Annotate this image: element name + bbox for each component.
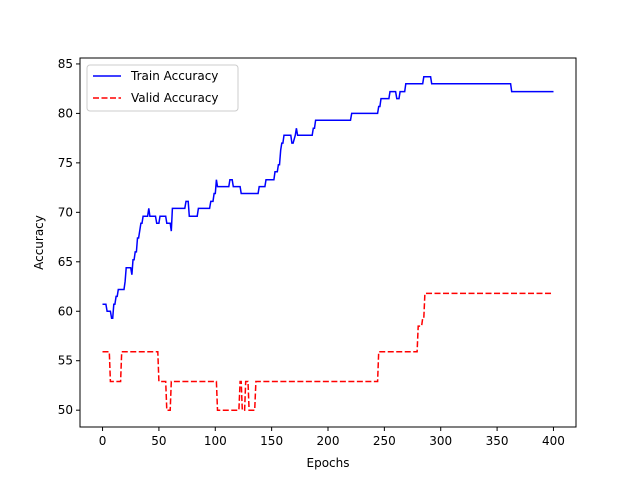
- x-axis: 0 50 100 150 200 250 300 350 400: [99, 427, 565, 448]
- y-tick-label: 60: [58, 304, 73, 318]
- x-tick-label: 150: [260, 434, 283, 448]
- x-tick-label: 300: [429, 434, 452, 448]
- y-tick-label: 50: [58, 403, 73, 417]
- x-axis-label: Epochs: [307, 456, 350, 470]
- y-tick-label: 85: [58, 57, 73, 71]
- x-tick-label: 100: [204, 434, 227, 448]
- series-line-valid-accuracy: [102, 292, 554, 411]
- y-tick-label: 75: [58, 156, 73, 170]
- legend-box: [86, 64, 239, 112]
- y-tick-label: 80: [58, 106, 73, 120]
- x-tick-label: 200: [317, 434, 340, 448]
- x-tick-label: 350: [486, 434, 509, 448]
- x-tick-label: 400: [542, 434, 565, 448]
- y-tick-label: 55: [58, 354, 73, 368]
- legend: Train Accuracy Valid Accuracy: [86, 64, 239, 112]
- y-tick-label: 70: [58, 205, 73, 219]
- x-tick-label: 0: [99, 434, 107, 448]
- y-axis-label: Accuracy: [32, 215, 46, 270]
- series-line-train-accuracy: [102, 76, 554, 319]
- legend-label: Valid Accuracy: [131, 91, 219, 105]
- y-axis: 50 55 60 65 70 75 80 85: [58, 57, 80, 417]
- x-tick-label: 250: [373, 434, 396, 448]
- y-tick-label: 65: [58, 255, 73, 269]
- plot-lines: [102, 76, 554, 411]
- legend-label: Train Accuracy: [130, 69, 218, 83]
- x-tick-label: 50: [151, 434, 166, 448]
